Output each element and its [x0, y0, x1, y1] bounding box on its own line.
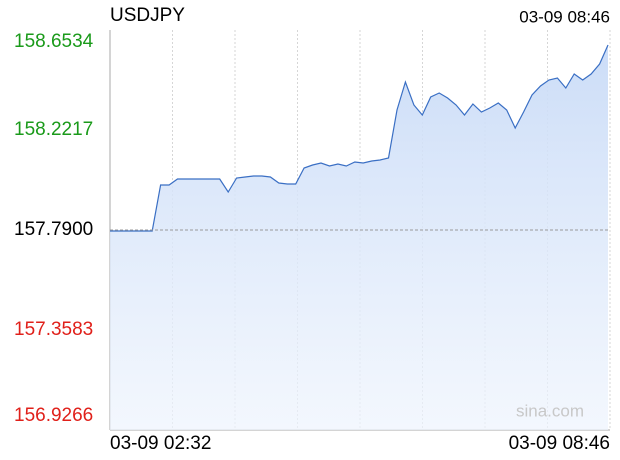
y-tick-label: 157.3583: [14, 319, 93, 340]
x-tick-label: 03-09 02:32: [110, 433, 211, 454]
y-tick-label: 157.7900: [14, 219, 93, 240]
y-tick-label: 158.6534: [14, 31, 94, 52]
y-tick-label: 156.9266: [14, 405, 93, 426]
x-tick-label: 03-09 08:46: [509, 433, 610, 454]
chart-title: USDJPY: [110, 5, 185, 26]
watermark: sina.com: [516, 401, 584, 420]
area: [110, 45, 608, 430]
timestamp: 03-09 08:46: [519, 7, 610, 26]
y-tick-label: 158.2217: [14, 119, 93, 140]
price-line: [110, 44, 609, 232]
